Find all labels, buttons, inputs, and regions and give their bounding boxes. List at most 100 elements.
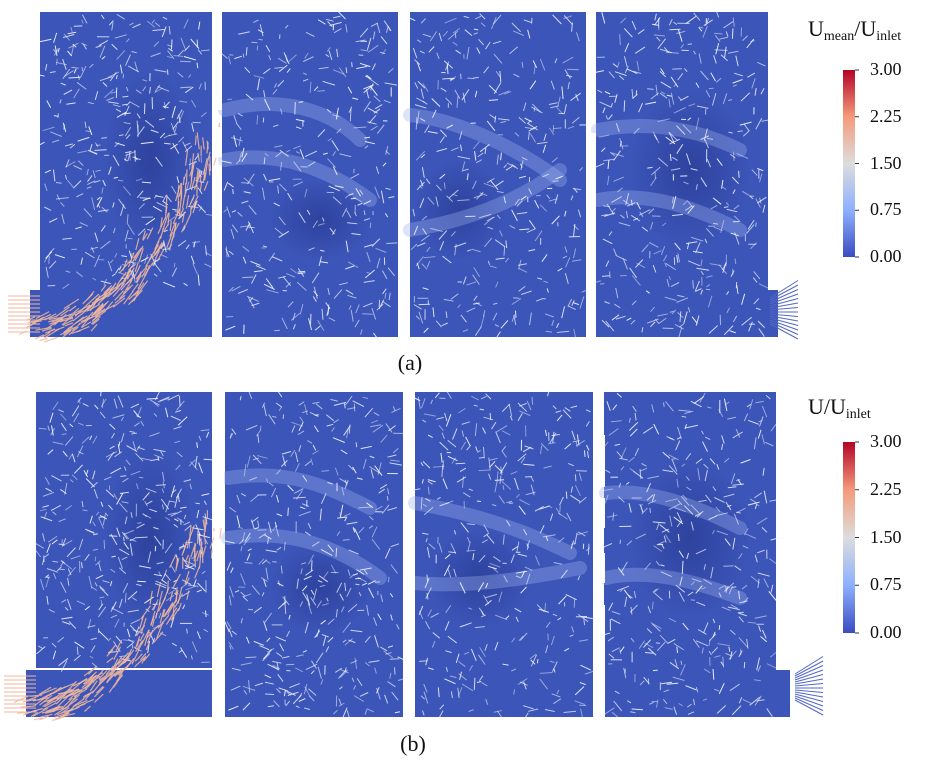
velocity-arrow	[747, 219, 755, 230]
velocity-arrow	[338, 282, 348, 286]
velocity-arrow	[131, 597, 137, 601]
velocity-arrow-high	[34, 334, 45, 340]
velocity-arrow	[466, 444, 472, 451]
velocity-arrow	[244, 66, 251, 74]
velocity-arrow	[432, 307, 435, 318]
colorbar-title-a: Umean/Uinlet	[808, 16, 902, 44]
velocity-arrow	[152, 205, 163, 212]
velocity-arrow	[355, 304, 360, 314]
velocity-arrow	[131, 51, 137, 54]
velocity-arrow	[662, 451, 671, 459]
velocity-arrow	[709, 263, 722, 267]
velocity-arrow	[388, 425, 396, 432]
velocity-arrow	[730, 473, 736, 485]
velocity-arrow	[157, 86, 170, 92]
velocity-arrow	[62, 237, 72, 240]
velocity-arrow	[639, 469, 642, 480]
velocity-arrow-high	[163, 223, 169, 233]
velocity-arrow	[597, 89, 603, 94]
velocity-arrow	[663, 535, 667, 543]
velocity-arrow	[339, 477, 348, 484]
velocity-arrow	[123, 529, 135, 535]
velocity-arrow	[279, 183, 287, 192]
velocity-arrow	[756, 517, 768, 525]
velocity-arrow	[43, 511, 48, 519]
velocity-arrow-high	[206, 151, 211, 163]
velocity-arrow	[333, 289, 343, 299]
velocity-arrow-high	[190, 165, 195, 182]
velocity-arrow	[636, 262, 646, 269]
velocity-arrow	[573, 328, 577, 338]
velocity-arrow	[671, 459, 678, 472]
velocity-arrow	[60, 422, 67, 432]
velocity-arrow	[487, 260, 490, 266]
velocity-arrow	[300, 562, 307, 565]
velocity-arrow-high	[184, 554, 190, 563]
velocity-arrow	[543, 465, 552, 469]
velocity-arrow	[92, 277, 97, 281]
velocity-arrow	[135, 89, 142, 94]
velocity-arrow	[156, 561, 164, 565]
velocity-arrow-high	[20, 705, 36, 708]
velocity-arrow	[352, 400, 365, 407]
velocity-arrow	[686, 242, 690, 250]
velocity-arrow	[372, 424, 384, 433]
velocity-arrow	[687, 43, 693, 45]
velocity-arrow	[134, 61, 139, 72]
velocity-arrow	[760, 87, 765, 95]
velocity-arrow	[770, 536, 783, 541]
velocity-arrow	[496, 425, 508, 433]
velocity-arrow	[715, 42, 720, 55]
velocity-arrow	[268, 414, 276, 425]
velocity-arrow	[518, 116, 526, 124]
velocity-arrow	[39, 38, 52, 43]
velocity-arrow	[81, 42, 87, 46]
velocity-arrow	[170, 415, 181, 421]
velocity-arrow	[696, 105, 709, 109]
velocity-arrow	[302, 72, 308, 76]
velocity-arrow	[686, 486, 692, 491]
velocity-arrow	[323, 571, 329, 579]
velocity-arrow	[423, 683, 428, 693]
velocity-arrow	[257, 434, 260, 443]
velocity-arrow	[363, 218, 370, 221]
velocity-arrow	[317, 19, 326, 25]
velocity-arrow	[387, 488, 390, 495]
velocity-arrow-high	[185, 195, 190, 209]
velocity-arrow	[327, 137, 332, 142]
velocity-arrow	[613, 176, 624, 182]
velocity-arrow	[695, 315, 700, 326]
jet-streaks	[221, 468, 747, 605]
velocity-arrow	[762, 204, 766, 213]
velocity-arrow	[136, 583, 142, 587]
velocity-arrow	[265, 45, 271, 53]
velocity-arrow	[138, 476, 144, 479]
velocity-arrow	[721, 435, 725, 444]
velocity-arrow	[351, 62, 353, 68]
velocity-arrow	[606, 401, 611, 411]
velocity-arrow	[725, 652, 732, 657]
velocity-arrow	[168, 588, 178, 595]
velocity-arrow	[125, 54, 131, 66]
velocity-arrow	[82, 403, 89, 407]
velocity-arrow-high	[202, 137, 205, 150]
velocity-arrow	[286, 68, 291, 73]
velocity-arrow	[111, 43, 118, 50]
velocity-arrow	[698, 499, 707, 503]
velocity-arrow	[548, 102, 558, 105]
velocity-arrow	[306, 594, 311, 606]
velocity-arrow	[251, 41, 258, 44]
velocity-arrow	[554, 194, 559, 204]
velocity-arrow	[47, 535, 58, 543]
velocity-arrow-high	[82, 293, 94, 305]
velocity-arrow	[650, 177, 657, 187]
velocity-arrow	[272, 526, 277, 532]
velocity-arrow	[120, 416, 125, 422]
velocity-arrow	[728, 99, 733, 101]
velocity-arrow	[68, 620, 77, 629]
velocity-arrow	[467, 77, 475, 80]
velocity-arrow	[443, 564, 451, 577]
velocity-arrow-high	[80, 316, 91, 328]
velocity-arrow	[702, 698, 708, 701]
velocity-arrow	[422, 419, 427, 423]
